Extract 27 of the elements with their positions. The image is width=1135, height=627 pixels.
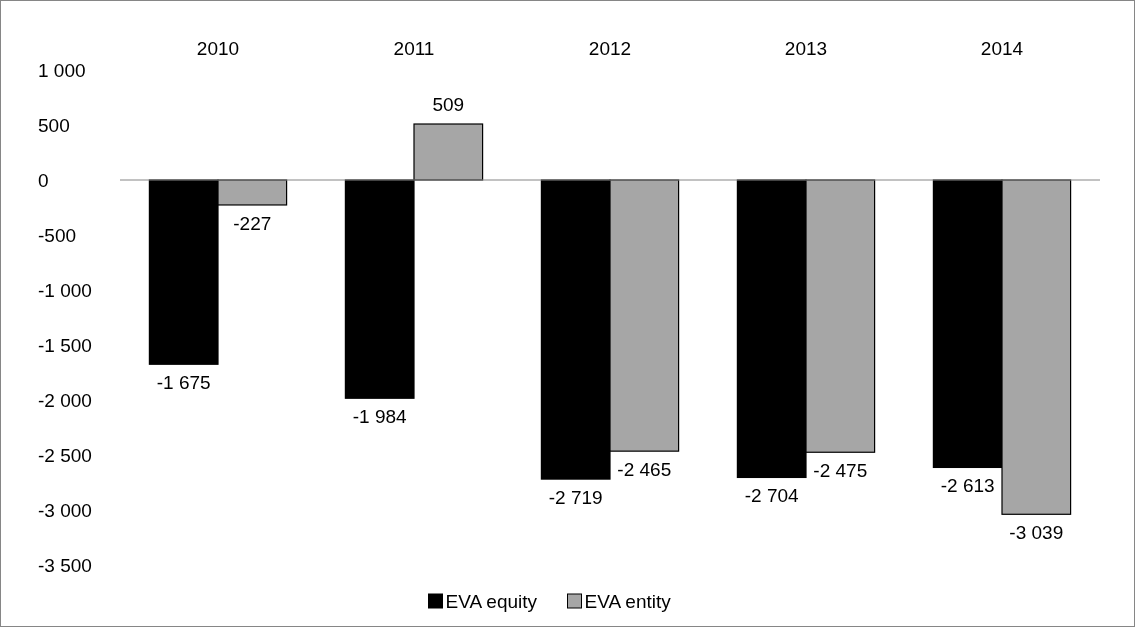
x-tick-label: 2014: [980, 37, 1024, 59]
y-tick-label: 1 000: [38, 59, 86, 81]
data-label: -2 465: [617, 458, 672, 480]
data-label: -3 039: [1009, 521, 1064, 543]
data-label: -1 984: [352, 405, 408, 427]
y-tick-label: -2 500: [38, 444, 92, 466]
data-label: 509: [432, 93, 465, 115]
y-tick-label: -1 500: [38, 334, 92, 356]
x-tick-label: 2012: [588, 37, 632, 59]
y-tick-label: 0: [38, 169, 49, 191]
x-tick-label: 2011: [393, 37, 435, 59]
y-tick-label: -1 000: [38, 279, 92, 301]
data-label: -2 704: [744, 485, 800, 507]
data-label: -2 613: [940, 475, 995, 497]
y-tick-label: -3 500: [38, 554, 92, 576]
y-tick-label: -3 000: [38, 499, 92, 521]
data-label: -227: [233, 212, 272, 234]
data-label: -2 719: [548, 486, 603, 508]
y-tick-label: -2 000: [38, 389, 92, 411]
data-label: -1 675: [156, 371, 211, 393]
data-label: -2 475: [813, 459, 868, 481]
y-tick-label: -500: [38, 224, 77, 246]
legend-label: EVA equity: [445, 590, 538, 612]
legend-label: EVA entity: [584, 590, 672, 612]
x-tick-label: 2010: [196, 37, 240, 59]
y-tick-label: 500: [38, 114, 70, 136]
x-tick-label: 2013: [784, 37, 828, 59]
